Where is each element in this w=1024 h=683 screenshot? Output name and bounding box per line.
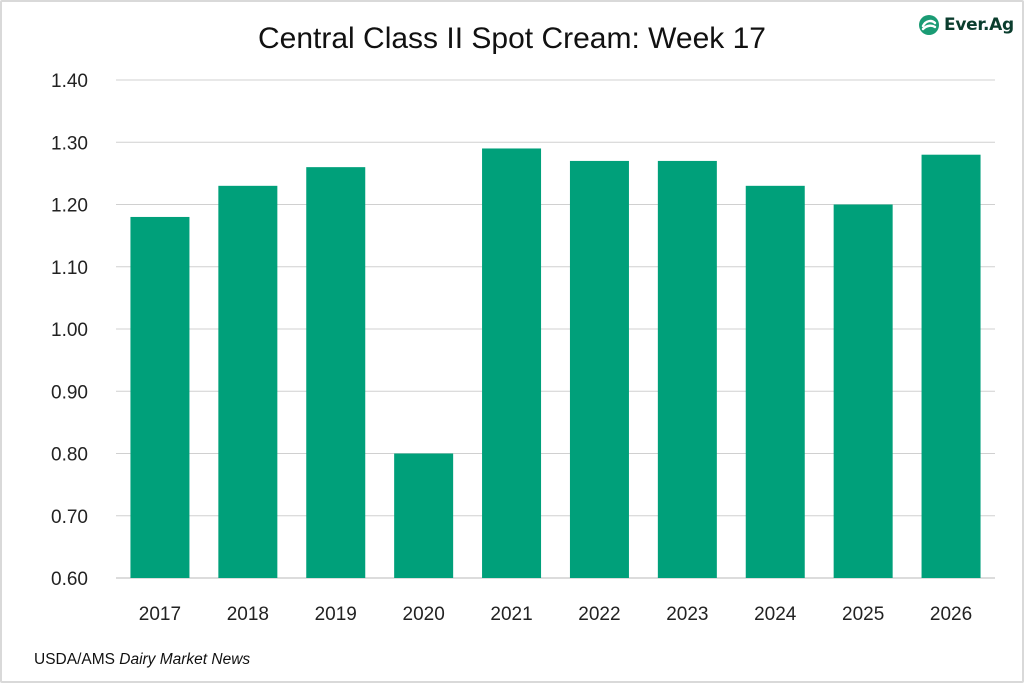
y-tick-label: 1.00 (51, 320, 88, 341)
y-tick-label: 0.70 (51, 507, 88, 528)
y-tick-label: 0.80 (51, 445, 88, 466)
bars (130, 148, 981, 579)
x-tick-label: 2021 (490, 604, 532, 625)
x-tick-label: 2018 (227, 604, 269, 625)
chart-title: Central Class II Spot Cream: Week 17 (258, 22, 766, 55)
bar-2017 (130, 216, 190, 578)
source-note: USDA/AMS Dairy Market News (34, 651, 250, 669)
ever-ag-logo: Ever.Ag (918, 10, 1014, 40)
x-tick-label: 2017 (139, 604, 181, 625)
bar-2019 (306, 167, 366, 578)
x-tick-label: 2026 (930, 604, 972, 625)
bar-2018 (218, 185, 278, 578)
y-tick-label: 0.60 (51, 569, 88, 590)
x-tick-label: 2025 (842, 604, 884, 625)
source-italic: Dairy Market News (119, 651, 251, 668)
x-tick-label: 2019 (315, 604, 357, 625)
y-tick-label: 1.30 (51, 133, 88, 154)
bar-2021 (482, 148, 542, 578)
bar-2020 (394, 453, 454, 578)
x-tick-label: 2024 (754, 604, 797, 625)
bar-2025 (833, 204, 893, 578)
logo-text: Ever.Ag (944, 15, 1014, 35)
bar-2024 (745, 185, 805, 578)
x-axis-ticks: 2017 2018 2019 2020 2021 2022 2023 2024 2025 2026 (139, 604, 972, 625)
y-tick-label: 1.20 (51, 196, 88, 217)
source-prefix: USDA/AMS (34, 651, 120, 668)
bar-2023 (657, 160, 717, 579)
bar-2022 (569, 160, 629, 579)
y-tick-label: 1.40 (51, 71, 88, 92)
y-tick-label: 0.90 (51, 382, 88, 403)
y-axis-ticks: 0.60 0.70 0.80 0.90 1.00 1.10 1.20 1.30 1.40 (51, 71, 88, 590)
x-tick-label: 2023 (666, 604, 708, 625)
x-tick-label: 2020 (403, 604, 445, 625)
ever-ag-swoosh-icon (919, 15, 939, 35)
y-tick-label: 1.10 (51, 258, 88, 279)
x-tick-label: 2022 (578, 604, 620, 625)
bar-2026 (921, 154, 981, 578)
